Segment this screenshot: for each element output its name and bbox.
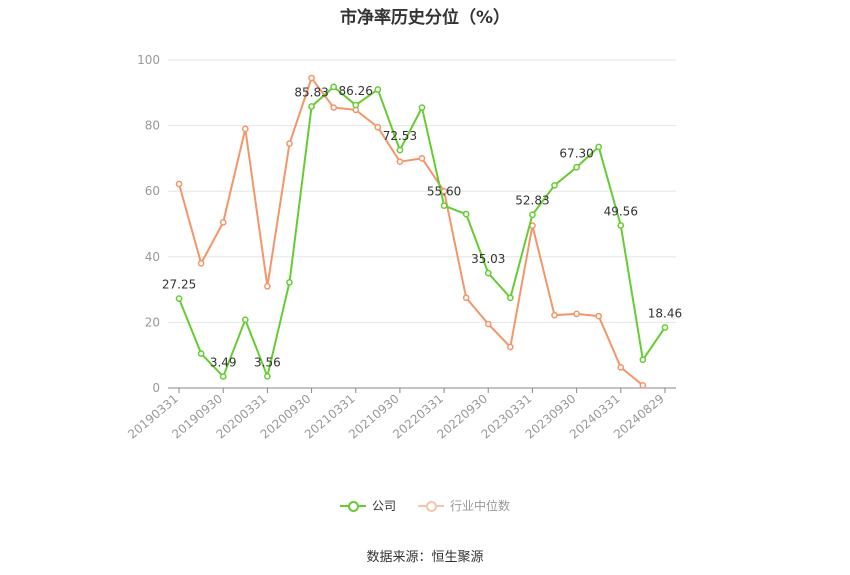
y-tick-label: 100 — [137, 53, 160, 67]
y-tick-label: 60 — [145, 184, 160, 198]
data-point-1 — [462, 294, 470, 302]
data-point-1 — [396, 158, 404, 166]
data-point-0 — [617, 222, 625, 229]
data-point-0 — [396, 146, 404, 154]
data-label: 18.46 — [648, 306, 682, 320]
series-line-1 — [178, 77, 644, 387]
series-line-0 — [178, 85, 666, 378]
data-point-0 — [551, 181, 558, 189]
data-point-1 — [241, 125, 249, 133]
data-point-0 — [440, 202, 448, 209]
chart-title: 市净率历史分位（%） — [339, 8, 511, 28]
data-point-0 — [484, 269, 492, 277]
data-point-0 — [573, 163, 580, 171]
y-tick-label: 20 — [145, 315, 160, 329]
data-point-0 — [529, 211, 536, 219]
legend-item-industry-median[interactable]: 行业中位数 — [418, 497, 510, 514]
data-label: 72.53 — [383, 129, 417, 143]
data-point-0 — [175, 295, 183, 302]
data-point-1 — [551, 311, 558, 319]
legend-swatch-industry-median — [418, 500, 444, 512]
data-point-0 — [374, 86, 382, 93]
y-tick-label: 80 — [145, 119, 160, 133]
y-tick-label: 0 — [152, 381, 160, 395]
data-label: 3.56 — [254, 355, 281, 369]
legend: 公司 行业中位数 — [0, 497, 850, 514]
data-label: 55.60 — [427, 185, 461, 199]
data-label: 27.25 — [162, 278, 196, 292]
data-point-0 — [264, 372, 271, 380]
data-source: 数据来源：恒生聚源 — [366, 550, 484, 565]
data-label: 35.03 — [471, 252, 505, 266]
data-label: 85.83 — [294, 85, 328, 99]
data-label: 49.56 — [604, 204, 638, 218]
legend-swatch-company — [339, 500, 366, 512]
data-point-1 — [617, 363, 625, 371]
data-point-1 — [175, 180, 183, 188]
data-point-0 — [418, 104, 426, 111]
data-point-1 — [374, 123, 382, 131]
data-point-1 — [308, 74, 315, 82]
data-point-1 — [197, 260, 205, 267]
data-point-0 — [219, 373, 227, 380]
data-point-1 — [330, 104, 338, 111]
data-point-1 — [484, 320, 492, 328]
legend-label-company: 公司 — [371, 499, 396, 513]
data-point-0 — [595, 143, 603, 151]
legend-item-company[interactable]: 公司 — [339, 497, 396, 514]
data-point-0 — [308, 103, 315, 110]
data-point-0 — [352, 101, 360, 109]
y-tick-label: 40 — [145, 250, 160, 264]
data-point-1 — [639, 382, 647, 389]
data-point-1 — [264, 282, 271, 290]
data-label: 86.26 — [339, 84, 373, 98]
legend-label-industry-median: 行业中位数 — [450, 499, 511, 513]
data-point-1 — [573, 310, 580, 318]
data-point-1 — [506, 343, 514, 351]
data-point-0 — [330, 83, 338, 91]
data-point-0 — [197, 350, 205, 357]
data-point-0 — [506, 294, 514, 302]
data-label: 52.83 — [515, 194, 549, 208]
data-point-0 — [462, 210, 470, 218]
data-label: 3.49 — [210, 356, 237, 370]
data-point-0 — [639, 356, 647, 364]
data-point-1 — [219, 219, 227, 226]
data-point-0 — [661, 324, 669, 331]
data-point-1 — [418, 155, 426, 162]
data-point-0 — [241, 316, 249, 324]
data-point-1 — [595, 312, 603, 320]
data-label: 67.30 — [559, 146, 593, 160]
data-point-1 — [286, 140, 293, 147]
data-point-0 — [286, 279, 293, 286]
